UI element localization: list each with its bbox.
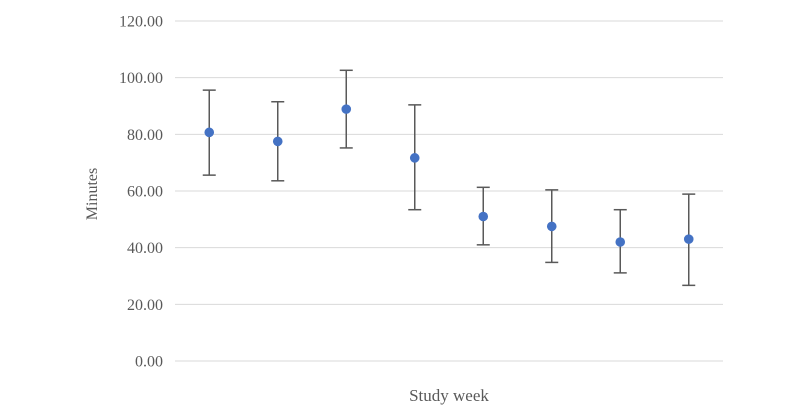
y-tick-label: 100.00 <box>119 70 163 87</box>
y-tick-label: 40.00 <box>127 240 163 257</box>
y-tick-label: 20.00 <box>127 297 163 314</box>
data-point-marker <box>204 127 215 138</box>
y-tick-label: 80.00 <box>127 127 163 144</box>
data-point-marker <box>546 221 557 232</box>
y-tick-label: 120.00 <box>119 13 163 30</box>
data-point-marker <box>272 136 283 147</box>
y-tick-label: 60.00 <box>127 183 163 200</box>
x-axis-title: Study week <box>409 386 489 405</box>
data-point-marker <box>615 237 626 247</box>
data-point-marker <box>409 153 420 163</box>
data-point-marker <box>683 234 694 244</box>
y-tick-label: 0.00 <box>135 353 163 370</box>
data-point-marker <box>478 211 489 222</box>
y-axis-title: Minutes <box>84 167 101 221</box>
data-point-marker <box>341 104 352 114</box>
